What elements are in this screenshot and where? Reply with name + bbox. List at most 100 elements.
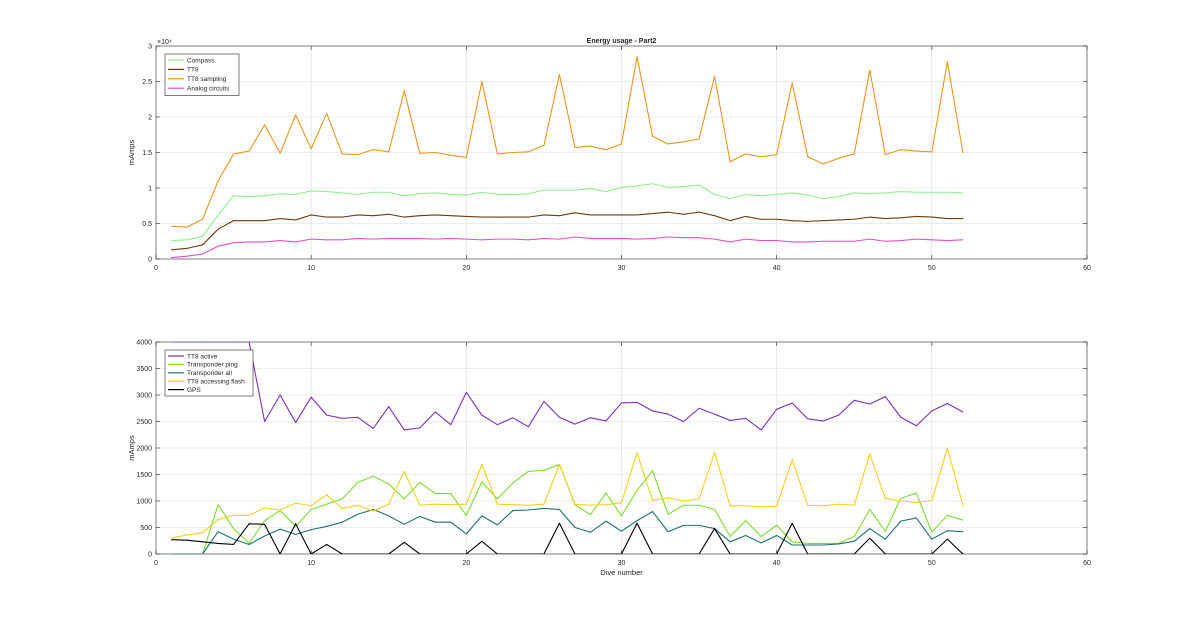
data-point-transponder-all: [559, 509, 560, 510]
data-point-gps: [714, 528, 715, 529]
data-point-gps: [792, 523, 793, 524]
data-point-analog-circuits: [326, 239, 327, 240]
data-point-analog-circuits: [342, 239, 343, 240]
data-point-gps: [497, 554, 498, 555]
data-point-transponder-all: [699, 525, 700, 526]
data-point-tt8-active: [652, 410, 653, 411]
data-point-gps: [637, 523, 638, 524]
data-point-transponder-ping: [497, 498, 498, 499]
y-tick-label: 0: [148, 552, 152, 559]
y-tick-label: 1: [148, 186, 152, 193]
data-point-compass: [621, 187, 622, 188]
data-point-transponder-all: [450, 522, 451, 523]
legend-label-tt8-sampling: TT8 sampling: [187, 76, 227, 83]
data-point-tt8-sampling: [187, 227, 188, 228]
data-point-tt8-active: [838, 415, 839, 416]
data-point-transponder-all: [807, 544, 808, 545]
data-point-compass: [373, 192, 374, 193]
data-point-tt8-sampling: [605, 149, 606, 150]
data-point-tt8-active: [668, 414, 669, 415]
data-point-transponder-all: [280, 529, 281, 530]
data-point-transponder-ping: [543, 470, 544, 471]
data-point-analog-circuits: [481, 239, 482, 240]
data-point-tt8: [543, 214, 544, 215]
data-point-tt8-active: [543, 401, 544, 402]
data-point-tt8: [388, 214, 389, 215]
data-point-analog-circuits: [931, 239, 932, 240]
legend-label-transponder-ping: Transponder ping: [187, 362, 238, 369]
data-point-gps: [962, 554, 963, 555]
data-point-tt8-accessing-flash: [435, 504, 436, 505]
data-point-tt8-sampling: [373, 149, 374, 150]
x-tick-label: 50: [928, 560, 936, 567]
data-point-transponder-all: [528, 510, 529, 511]
data-point-compass: [605, 191, 606, 192]
data-point-tt8-sampling: [249, 151, 250, 152]
data-point-compass: [295, 194, 296, 195]
top-panel: 0 10 20 30 40 50 60 0 0.5 1 1.5 2 2.5 3 ×10⁴ Energy usa…: [127, 38, 1091, 272]
data-point-analog-circuits: [652, 238, 653, 239]
data-point-tt8-sampling: [869, 70, 870, 71]
data-point-compass: [528, 193, 529, 194]
data-point-tt8: [466, 216, 467, 217]
data-point-analog-circuits: [233, 242, 234, 243]
data-point-gps: [745, 554, 746, 555]
data-point-tt8-active: [311, 397, 312, 398]
data-point-tt8-active: [559, 417, 560, 418]
data-point-gps: [699, 554, 700, 555]
data-point-tt8-accessing-flash: [730, 505, 731, 506]
data-point-compass: [776, 194, 777, 195]
data-point-tt8-sampling: [233, 153, 234, 154]
data-point-tt8: [574, 212, 575, 213]
data-point-tt8-accessing-flash: [264, 507, 265, 508]
data-point-transponder-all: [373, 509, 374, 510]
data-point-gps: [233, 544, 234, 545]
energy-usage-figure: 0 10 20 30 40 50 6000.511.522.53×10⁴ Energy usa…: [0, 0, 1200, 622]
data-point-tt8-active: [342, 418, 343, 419]
data-point-analog-circuits: [264, 241, 265, 242]
data-point-tt8: [807, 221, 808, 222]
x-tick-label: 30: [618, 560, 626, 567]
data-point-analog-circuits: [776, 240, 777, 241]
data-point-compass: [900, 191, 901, 192]
data-point-transponder-all: [435, 522, 436, 523]
data-point-tt8-accessing-flash: [497, 504, 498, 505]
data-point-compass: [885, 192, 886, 193]
data-point-tt8-sampling: [730, 161, 731, 162]
data-point-transponder-ping: [326, 504, 327, 505]
data-point-tt8: [218, 229, 219, 230]
data-point-tt8-sampling: [838, 158, 839, 159]
data-point-transponder-all: [342, 522, 343, 523]
data-point-transponder-ping: [885, 531, 886, 532]
legend-label-compass: Compass: [187, 57, 215, 64]
data-point-compass: [916, 192, 917, 193]
data-point-tt8-sampling: [574, 147, 575, 148]
data-point-tt8: [947, 218, 948, 219]
data-point-tt8: [699, 212, 700, 213]
data-point-compass: [854, 192, 855, 193]
data-point-transponder-all: [481, 515, 482, 516]
data-point-tt8-active: [885, 396, 886, 397]
data-point-transponder-ping: [233, 528, 234, 529]
data-point-gps: [869, 538, 870, 539]
data-point-tt8-active: [357, 417, 358, 418]
data-point-transponder-all: [512, 510, 513, 511]
data-point-tt8-accessing-flash: [311, 505, 312, 506]
data-point-gps: [218, 543, 219, 544]
series-line-tt8: [172, 212, 963, 250]
data-point-tt8-active: [854, 400, 855, 401]
data-point-transponder-all: [326, 526, 327, 527]
data-point-transponder-ping: [745, 520, 746, 521]
data-point-tt8-accessing-flash: [342, 508, 343, 509]
data-point-compass: [574, 190, 575, 191]
data-point-compass: [218, 214, 219, 215]
data-point-compass: [171, 240, 172, 241]
data-point-transponder-ping: [962, 520, 963, 521]
data-point-compass: [543, 190, 544, 191]
data-point-tt8: [450, 215, 451, 216]
x-tick-label: 10: [307, 265, 315, 272]
data-point-gps: [481, 541, 482, 542]
data-point-transponder-ping: [869, 509, 870, 510]
data-point-compass: [962, 192, 963, 193]
data-point-gps: [543, 554, 544, 555]
